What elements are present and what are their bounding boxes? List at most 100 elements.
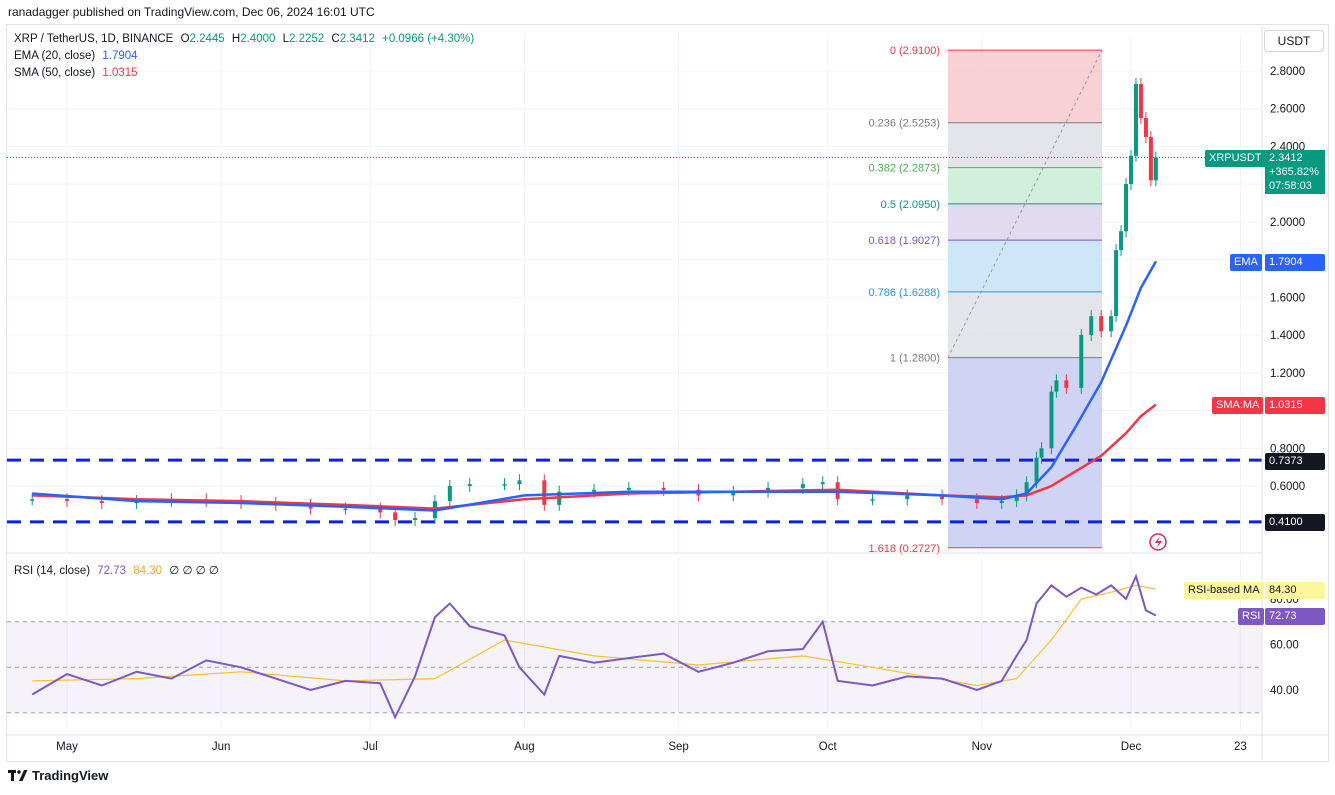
footer-brand-label: TradingView (32, 768, 109, 783)
candle (626, 487, 631, 490)
legend-close: 2.3412 (339, 33, 375, 45)
candle (65, 499, 69, 502)
y-tick-label: 2.8000 (1270, 66, 1305, 78)
fib-level-label: 1.618 (0.2727) (868, 543, 940, 555)
candle (1153, 157, 1158, 181)
legend-high: 2.4000 (240, 33, 276, 45)
candle (870, 499, 875, 501)
sma-tag: SMA:MA (1212, 397, 1264, 414)
candle (1138, 84, 1143, 119)
candle (542, 480, 547, 505)
candle (1129, 155, 1133, 185)
rsi-legend-zeros: ∅ ∅ ∅ ∅ (169, 565, 219, 577)
fib-zone (948, 167, 1102, 204)
candle (1039, 448, 1044, 458)
ema-price-tag: 1.7904 (1265, 254, 1325, 271)
candle (413, 518, 418, 520)
main-legend: XRP / TetherUS, 1D, BINANCE O2.2445 H2.4… (14, 31, 474, 82)
support-low-tag: 0.4100 (1265, 514, 1325, 531)
x-tick-label: Nov (972, 741, 993, 753)
rsi-legend-ma: 84.30 (133, 565, 163, 577)
fib-zone (948, 50, 1102, 123)
legend-sma-label: SMA (50, close) (14, 67, 96, 79)
x-tick-label: Oct (819, 741, 838, 753)
candle (1119, 231, 1124, 251)
legend-c-label: C (331, 33, 340, 45)
candle (1079, 335, 1084, 388)
candle (502, 484, 507, 486)
fib-level-label: 0 (2.9100) (890, 45, 940, 57)
x-tick-label: Jul (363, 741, 378, 753)
fib-zone (948, 357, 1102, 548)
ema-line (32, 260, 1157, 512)
candle (1024, 482, 1029, 496)
rsi-ma-price-tag: 84.30 (1265, 582, 1325, 599)
candle (517, 480, 522, 485)
candle (447, 486, 452, 502)
candle (1089, 316, 1094, 336)
fibonacci-retracement: 0 (2.9100) 0.236 (2.5253) 0.382 (2.2873) 0.… (868, 45, 1103, 555)
last-price-box: 2.3412 +365.82% 07:58:03 (1265, 150, 1325, 194)
candle (1054, 380, 1059, 392)
legend-sma-value: 1.0315 (102, 67, 138, 79)
bar-countdown: 07:58:03 (1269, 180, 1312, 192)
y-tick-label: 0.8000 (1270, 443, 1305, 455)
candle (820, 482, 825, 485)
fib-zone (948, 291, 1102, 358)
candle (343, 508, 348, 511)
lightning-icon (1149, 533, 1167, 551)
y-tick-label: 2.6000 (1270, 104, 1305, 116)
footer-brand[interactable]: TradingView (8, 768, 108, 783)
y-tick-label: 1.4000 (1270, 330, 1305, 342)
candle (940, 495, 945, 500)
candle (393, 512, 398, 520)
candle (731, 491, 736, 496)
x-tick-label: 23 (1234, 741, 1247, 753)
candle (1034, 457, 1039, 483)
y-tick-label: 1.2000 (1270, 368, 1305, 380)
candle (905, 495, 910, 500)
legend-low: 2.2252 (289, 33, 325, 45)
sma-price-tag: 1.0315 (1265, 397, 1325, 414)
candles (30, 78, 1158, 526)
candle (1109, 316, 1114, 332)
rsi-tick-label: 40.00 (1270, 685, 1299, 697)
rsi-tag: RSI (1238, 608, 1265, 625)
fib-level-label: 0.786 (1.6288) (868, 287, 940, 299)
candle (1124, 184, 1129, 232)
y-tick-label: 2.0000 (1270, 217, 1305, 229)
ema-tag: EMA (1230, 254, 1262, 271)
rsi-price-tag: 72.73 (1265, 608, 1325, 625)
candle (1114, 250, 1119, 317)
rsi-tick-label: 60.00 (1270, 640, 1299, 652)
legend-change: +0.0966 (+4.30%) (382, 33, 475, 45)
rsi-legend: RSI (14, close) 72.73 84.30 ∅ ∅ ∅ ∅ (14, 563, 219, 580)
rsi-ma-line (32, 584, 1157, 687)
fib-level-label: 0.382 (2.2873) (868, 163, 940, 175)
axes: 2.8000 2.6000 2.4000 2.0000 1.6000 1.4000 1.20… (7, 26, 1328, 760)
legend-o-label: O (180, 33, 190, 45)
candle (999, 501, 1004, 503)
candle (1133, 84, 1138, 156)
rsi-panel (7, 552, 1262, 720)
x-tick-label: Aug (514, 741, 534, 753)
y-tick-label: 1.6000 (1270, 292, 1305, 304)
fib-zone (948, 240, 1102, 292)
candle (766, 487, 771, 492)
currency-unit-button[interactable]: USDT (1264, 30, 1324, 52)
candle (661, 487, 666, 490)
support-lines (7, 458, 1262, 524)
x-tick-label: May (56, 741, 78, 753)
y-tick-label: 0.6000 (1270, 481, 1305, 493)
candle (378, 508, 383, 513)
candle (467, 484, 472, 486)
candle (1049, 391, 1054, 449)
x-tick-label: Dec (1121, 741, 1142, 753)
candle (592, 489, 597, 492)
moving-averages (32, 260, 1157, 512)
change-percent: +365.82% (1269, 166, 1319, 178)
candle (1143, 118, 1148, 137)
fib-zone (948, 122, 1102, 168)
fib-zone (948, 203, 1102, 241)
